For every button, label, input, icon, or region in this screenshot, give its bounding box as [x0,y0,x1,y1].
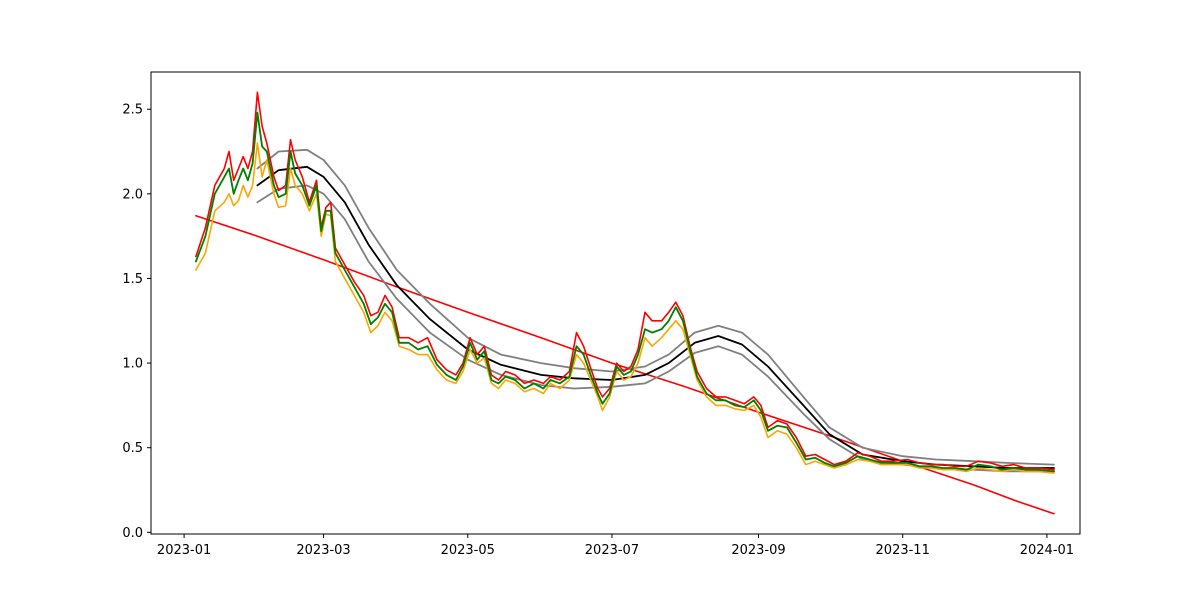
y-tick-label: 1.5 [122,272,143,287]
y-tick-label: 0.0 [122,526,143,541]
series-line-7 [195,111,1055,473]
series-line-4 [256,165,1055,469]
series-line-2 [256,148,1055,466]
y-tick-label: 2.0 [122,187,143,202]
series-line-1 [195,215,1055,515]
x-tick-label: 2024-01 [1020,543,1074,558]
x-tick-label: 2023-01 [157,543,211,558]
x-tick-label: 2023-07 [585,543,639,558]
y-tick-label: 2.5 [122,103,143,118]
y-tick-label: 0.5 [122,441,143,456]
plot-frame [150,71,1081,535]
series-line-5 [195,142,1055,474]
x-tick-label: 2023-11 [876,543,930,558]
x-tick-label: 2023-03 [296,543,350,558]
y-axis: 0.0 0.5 1.0 1.5 2.0 2.5 [122,103,151,541]
y-tick-label: 1.0 [122,357,143,372]
x-tick-label: 2023-05 [441,543,495,558]
x-tick-label: 2023-09 [731,543,785,558]
series-line-6 [195,91,1055,471]
x-axis: 2023-01 2023-03 2023-05 2023-07 2023-09 2023-… [157,534,1074,558]
series-layer [195,91,1055,515]
